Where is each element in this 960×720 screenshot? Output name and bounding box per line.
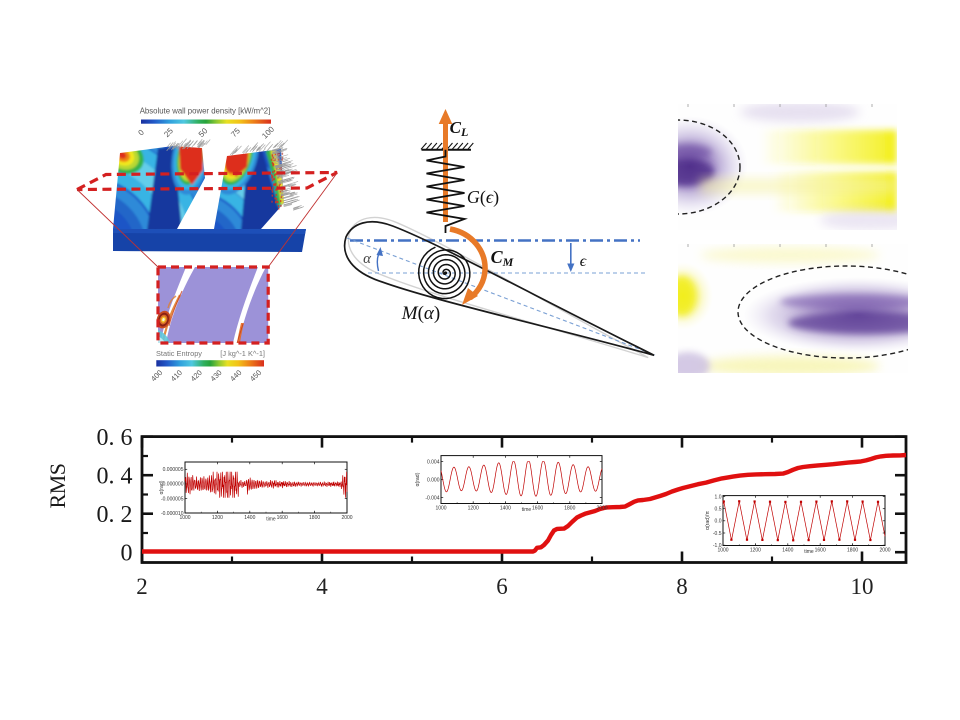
svg-text:1.0: 1.0 xyxy=(715,494,722,500)
svg-text:0. 2: 0. 2 xyxy=(97,502,133,528)
svg-text:1400: 1400 xyxy=(244,515,255,521)
svg-text:0: 0 xyxy=(121,541,133,567)
svg-text:1000: 1000 xyxy=(179,515,190,521)
svg-text:Static Entropy: Static Entropy xyxy=(156,349,202,358)
svg-text:G(ϵ): G(ϵ) xyxy=(467,187,499,208)
svg-text:1200: 1200 xyxy=(750,548,761,554)
svg-text:2000: 2000 xyxy=(879,548,890,554)
svg-text:1200: 1200 xyxy=(468,506,479,512)
svg-text:1800: 1800 xyxy=(847,548,858,554)
svg-text:α(rad): α(rad) xyxy=(415,472,421,486)
svg-text:8: 8 xyxy=(676,574,688,599)
svg-text:1600: 1600 xyxy=(532,506,543,512)
svg-text:M(α): M(α) xyxy=(401,303,440,324)
svg-text:ϵ: ϵ xyxy=(580,253,587,270)
svg-text:CM: CM xyxy=(491,247,514,269)
svg-text:0.004: 0.004 xyxy=(427,459,440,465)
svg-text:2000: 2000 xyxy=(596,506,607,512)
svg-text:0: 0 xyxy=(136,128,146,138)
svg-text:400: 400 xyxy=(149,368,164,383)
svg-text:-0.5: -0.5 xyxy=(713,531,722,537)
svg-text:440: 440 xyxy=(228,368,243,383)
svg-text:25: 25 xyxy=(162,126,175,139)
svg-text:100: 100 xyxy=(260,124,276,140)
svg-text:1000: 1000 xyxy=(717,548,728,554)
svg-text:50: 50 xyxy=(197,126,210,139)
svg-text:1200: 1200 xyxy=(212,515,223,521)
svg-text:0.5: 0.5 xyxy=(715,507,722,513)
svg-text:time: time xyxy=(266,517,276,523)
svg-text:0.000000: 0.000000 xyxy=(163,482,184,488)
svg-text:420: 420 xyxy=(189,368,204,383)
svg-text:2000: 2000 xyxy=(341,515,352,521)
svg-text:410: 410 xyxy=(169,368,184,383)
svg-text:1000: 1000 xyxy=(435,506,446,512)
svg-text:0. 4: 0. 4 xyxy=(97,464,133,490)
svg-text:430: 430 xyxy=(208,368,223,383)
svg-text:0. 6: 0. 6 xyxy=(97,425,133,451)
svg-text:6: 6 xyxy=(496,574,508,599)
svg-text:-0.004: -0.004 xyxy=(425,495,439,501)
svg-text:-0.000005: -0.000005 xyxy=(161,496,184,502)
svg-text:RMS: RMS xyxy=(45,464,70,509)
svg-text:1600: 1600 xyxy=(815,548,826,554)
svg-text:α: α xyxy=(363,251,372,267)
svg-text:4: 4 xyxy=(316,574,328,599)
svg-text:α(rad): α(rad) xyxy=(159,480,165,494)
svg-text:1800: 1800 xyxy=(564,506,575,512)
svg-text:0.000: 0.000 xyxy=(427,477,440,483)
svg-text:0.000005: 0.000005 xyxy=(163,467,184,473)
svg-text:1400: 1400 xyxy=(500,506,511,512)
svg-text:2: 2 xyxy=(136,574,148,599)
svg-text:1400: 1400 xyxy=(782,548,793,554)
svg-text:0.0: 0.0 xyxy=(715,519,722,525)
svg-text:75: 75 xyxy=(229,126,242,139)
svg-text:10: 10 xyxy=(851,574,874,599)
svg-text:1600: 1600 xyxy=(277,515,288,521)
svg-text:Absolute wall power density [k: Absolute wall power density [kW/m^2] xyxy=(140,107,271,116)
svg-text:1800: 1800 xyxy=(309,515,320,521)
svg-text:-1.0: -1.0 xyxy=(713,543,722,549)
svg-text:450: 450 xyxy=(248,368,263,383)
svg-text:time: time xyxy=(804,549,814,555)
svg-text:CL: CL xyxy=(450,118,469,139)
svg-text:[J kg^-1 K^-1]: [J kg^-1 K^-1] xyxy=(220,349,265,358)
svg-text:-0.000010: -0.000010 xyxy=(161,511,184,517)
svg-text:α(rad)/π: α(rad)/π xyxy=(705,511,711,530)
svg-text:time: time xyxy=(522,507,532,513)
